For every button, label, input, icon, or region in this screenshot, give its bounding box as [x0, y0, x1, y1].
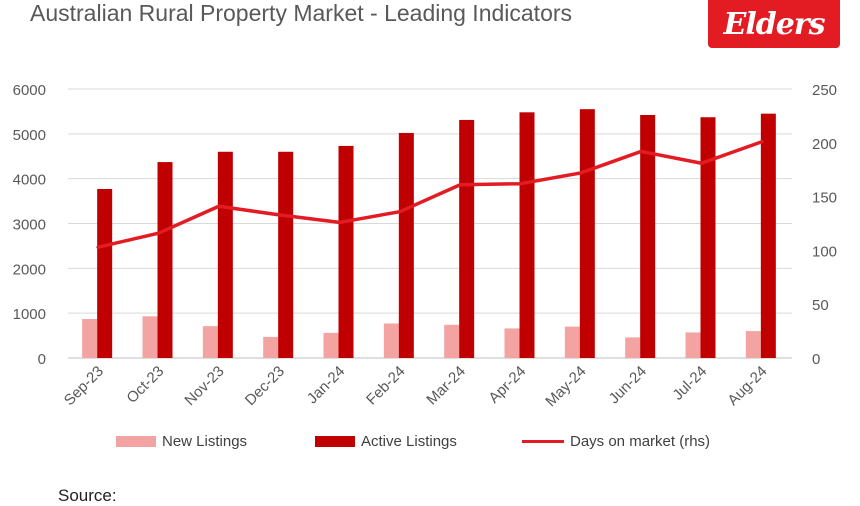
bar-new-listings: [263, 336, 279, 358]
y-left-tick-label: 4000: [13, 172, 46, 189]
legend-label-days-on-market: Days on market (rhs): [570, 433, 711, 450]
point-days-on-market: [338, 220, 341, 224]
legend-item-active-listings: Active Listings: [315, 433, 457, 450]
line-days-on-market: [96, 139, 764, 249]
bar-active-listings: [760, 113, 776, 359]
bar-new-listings: [745, 331, 761, 358]
y-left-tick-label: 1000: [13, 306, 46, 323]
bar-new-listings: [444, 324, 460, 358]
bar-active-listings: [338, 145, 354, 358]
legend-item-new-listings: New Listings: [116, 433, 247, 450]
point-days-on-market: [639, 149, 643, 153]
point-days-on-market: [458, 183, 462, 187]
x-tick-label: Dec-23: [242, 363, 288, 409]
bar-active-listings: [157, 162, 173, 358]
x-tick-label: Nov-23: [181, 363, 227, 409]
x-tick-label: Jan-24: [304, 363, 348, 407]
legend-item-days-on-market: Days on market (rhs): [522, 433, 710, 450]
source-label: Source:: [58, 486, 117, 505]
bar-new-listings: [323, 332, 339, 358]
y-right-tick-label: 200: [812, 136, 837, 153]
x-tick-label: Jun-24: [606, 363, 650, 407]
point-days-on-market: [277, 213, 281, 217]
bar-active-listings: [640, 115, 656, 359]
logo-text: Elders: [723, 6, 825, 42]
y-left-tick-label: 2000: [13, 261, 46, 278]
x-tick-label: Feb-24: [363, 363, 409, 409]
bar-new-listings: [564, 326, 580, 358]
bar-active-listings: [217, 151, 233, 358]
chart-legend: New Listings Active Listings Days on mar…: [0, 433, 860, 455]
x-tick-label: Sep-23: [61, 363, 107, 409]
bar-new-listings: [685, 332, 701, 358]
bar-new-listings: [142, 316, 158, 358]
point-days-on-market: [398, 210, 402, 214]
bar-active-listings: [579, 109, 595, 358]
y-right-tick-label: 150: [812, 190, 837, 207]
point-days-on-market: [217, 204, 221, 208]
legend-swatch-days-on-market: [522, 440, 564, 443]
y-left-tick-label: 5000: [13, 127, 46, 144]
x-tick-label: May-24: [542, 363, 589, 410]
y-right-tick-label: 0: [812, 351, 820, 368]
point-days-on-market: [96, 245, 100, 249]
x-tick-label: Aug-24: [724, 363, 770, 409]
bar-new-listings: [82, 318, 98, 358]
bar-active-listings: [459, 119, 475, 358]
point-days-on-market: [157, 231, 160, 235]
legend-label-active-listings: Active Listings: [361, 433, 457, 450]
bar-new-listings: [202, 326, 218, 358]
point-days-on-market: [519, 182, 522, 186]
y-left-tick-label: 6000: [13, 82, 46, 99]
y-right-tick-label: 50: [812, 297, 829, 314]
bar-active-listings: [97, 188, 113, 358]
bar-new-listings: [504, 328, 520, 358]
x-tick-label: Apr-24: [485, 363, 529, 407]
bar-active-listings: [278, 151, 294, 358]
y-right-tick-label: 100: [812, 243, 837, 260]
legend-swatch-new-listings: [116, 436, 156, 447]
chart-title: Australian Rural Property Market - Leadi…: [30, 0, 573, 26]
x-tick-label: Mar-24: [423, 363, 469, 409]
bar-active-listings: [519, 112, 535, 359]
legend-swatch-active-listings: [315, 436, 355, 447]
bar-new-listings: [625, 337, 641, 358]
y-right-tick-label: 250: [812, 82, 837, 99]
elders-logo: Elders: [708, 0, 840, 48]
point-days-on-market: [760, 140, 764, 144]
point-days-on-market: [700, 161, 703, 165]
point-days-on-market: [579, 171, 583, 175]
bar-active-listings: [398, 132, 414, 358]
y-left-tick-label: 3000: [13, 217, 46, 234]
y-left-tick-label: 0: [38, 351, 46, 368]
bar-active-listings: [700, 117, 716, 359]
x-tick-label: Oct-23: [123, 363, 167, 407]
legend-label-new-listings: New Listings: [162, 433, 248, 450]
bar-new-listings: [383, 323, 399, 358]
chart-canvas: 0 1000 2000 3000 4000 5000 6000 0 50 100 150 200 250…: [13, 82, 837, 410]
x-tick-label: Jul-24: [669, 363, 710, 404]
